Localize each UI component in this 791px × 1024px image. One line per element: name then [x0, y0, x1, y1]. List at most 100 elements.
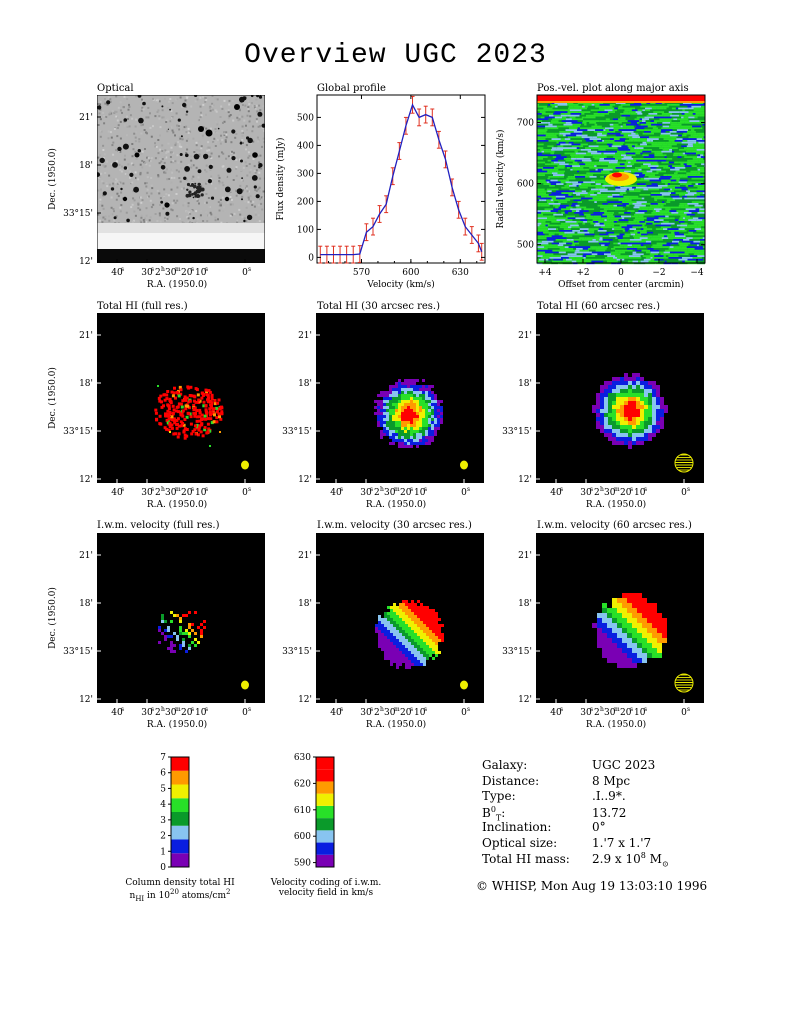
hi-map-60: [536, 313, 704, 483]
x-tick-label: 600: [402, 268, 419, 278]
colorbar-segment: [316, 769, 334, 782]
panel-title-vel-30: I.w.m. velocity (30 arcsec res.): [317, 520, 472, 531]
dec-tick-label: 18': [298, 599, 312, 609]
colorbar-tick-label: 4: [160, 800, 166, 810]
ra-tick-label: 2: [594, 488, 600, 498]
ra-tick-label: 0: [242, 708, 248, 718]
info-label: Type:: [482, 789, 516, 803]
colorbar-tick-label: 620: [294, 779, 311, 789]
panel-title-optical: Optical: [97, 83, 134, 94]
info-value: 1.'7 x 1.'7: [592, 835, 652, 850]
y-tick-label: 300: [297, 169, 314, 179]
y-axis-label: Flux density (mJy): [275, 137, 286, 220]
colorbar-segment: [316, 781, 334, 794]
colorbar-segment: [316, 757, 334, 770]
dec-tick-label: 12': [298, 695, 312, 705]
colorbar-tick-label: 2: [160, 832, 166, 842]
ra-axis-label: R.A. (1950.0): [366, 719, 426, 730]
cap-sup2: 2: [226, 888, 231, 896]
colorbar-segment: [171, 784, 189, 799]
ra-tick-label: 40: [111, 488, 123, 498]
ra-tick-label: 40: [111, 268, 123, 278]
colorbar-tick-label: 590: [294, 859, 311, 869]
colorbar-segment: [171, 812, 189, 826]
colorbar1-caption: Column density total HI nHI in 1020 atom…: [110, 878, 250, 903]
cap-end: atoms/cm: [178, 891, 226, 901]
dec-tick-label: 21': [518, 331, 532, 341]
colorbar-segment: [316, 830, 334, 843]
pv-y-tick-label: 600: [517, 180, 534, 190]
panel-title-vel-full: I.w.m. velocity (full res.): [97, 520, 220, 531]
info-label: Distance:: [482, 773, 540, 788]
hi-map-full: [97, 313, 265, 483]
colorbar-segment: [171, 770, 189, 785]
dec-tick-label: 21': [298, 551, 312, 561]
dec-tick-label: 12': [518, 475, 532, 485]
y-tick-label: 0: [308, 253, 314, 263]
colorbar-segment: [316, 854, 334, 867]
dec-axis-label: Dec. (1950.0): [47, 367, 58, 429]
beam-hatched: [674, 673, 694, 693]
y-tick-label: 100: [297, 225, 314, 235]
pv-x-tick-label: −2: [652, 268, 665, 278]
pv-y-tick-label: 500: [517, 241, 534, 251]
colorbar-segment: [171, 757, 189, 771]
colorbar-segment: [171, 839, 189, 854]
info-label: B0T:: [482, 804, 506, 822]
dec-tick-label: 12': [298, 475, 312, 485]
ra-axis-label: R.A. (1950.0): [586, 719, 646, 730]
colorbar-segment: [171, 853, 189, 867]
beam: [460, 680, 468, 690]
colorbar-tick-label: 600: [294, 832, 311, 842]
info-label: Total HI mass:: [482, 852, 570, 866]
dec-tick-label: 12': [79, 257, 93, 267]
ra-tick-label: 30: [360, 708, 372, 718]
dec-tick-label: 33°15': [282, 647, 312, 657]
cap-n: n: [129, 891, 136, 901]
x-tick-label: 630: [452, 268, 469, 278]
dec-axis-label: Dec. (1950.0): [47, 587, 58, 649]
colorbar-segment: [316, 842, 334, 855]
dec-tick-label: 21': [79, 113, 93, 123]
ra-tick-label: 0: [681, 708, 687, 718]
colorbar2-caption-line2: velocity field in km/s: [278, 888, 374, 898]
dec-tick-label: 21': [79, 331, 93, 341]
ra-tick-label: 40: [330, 488, 342, 498]
colorbar1-caption-line1: Column density total HI: [125, 878, 235, 888]
info-row: B0T: 13.72: [482, 805, 626, 822]
dec-tick-label: 12': [79, 695, 93, 705]
beam: [241, 680, 249, 690]
colorbar2-caption-line1: Velocity coding of i.w.m.: [270, 878, 382, 888]
ra-tick-label: 40: [330, 708, 342, 718]
dec-tick-label: 33°15': [282, 427, 312, 437]
info-label: Optical size:: [482, 835, 558, 850]
info-value: 8 Mpc: [592, 773, 631, 788]
colorbar-tick-label: 7: [160, 753, 166, 763]
dec-tick-label: 33°15': [502, 647, 532, 657]
ra-axis-label: R.A. (1950.0): [147, 719, 207, 730]
info-value: 13.72: [592, 805, 627, 820]
colorbar1-caption-line2: nHI in 1020 atoms/cm2: [110, 888, 250, 903]
colorbar-tick-label: 6: [160, 769, 166, 779]
ra-axis-label: R.A. (1950.0): [147, 279, 207, 290]
dec-tick-label: 21': [298, 331, 312, 341]
ra-tick-label: 30: [580, 488, 592, 498]
beam-hatched: [674, 453, 694, 473]
colorbar-segment: [316, 793, 334, 806]
ra-tick-label: 0: [242, 488, 248, 498]
ra-tick-label: 30: [580, 708, 592, 718]
ra-tick-label: 2: [374, 488, 380, 498]
y-tick-label: 200: [297, 197, 314, 207]
beam: [241, 460, 249, 470]
dec-tick-label: 12': [79, 475, 93, 485]
info-label: Inclination:: [482, 820, 552, 834]
ra-tick-label: 2: [374, 708, 380, 718]
ra-tick-label: 0: [461, 488, 467, 498]
dec-tick-label: 33°15': [502, 427, 532, 437]
cap-sup: 20: [170, 888, 179, 896]
colorbar-tick-label: 3: [160, 816, 166, 826]
dec-tick-label: 18': [518, 379, 532, 389]
colorbar-segment: [316, 818, 334, 831]
beam: [460, 460, 468, 470]
